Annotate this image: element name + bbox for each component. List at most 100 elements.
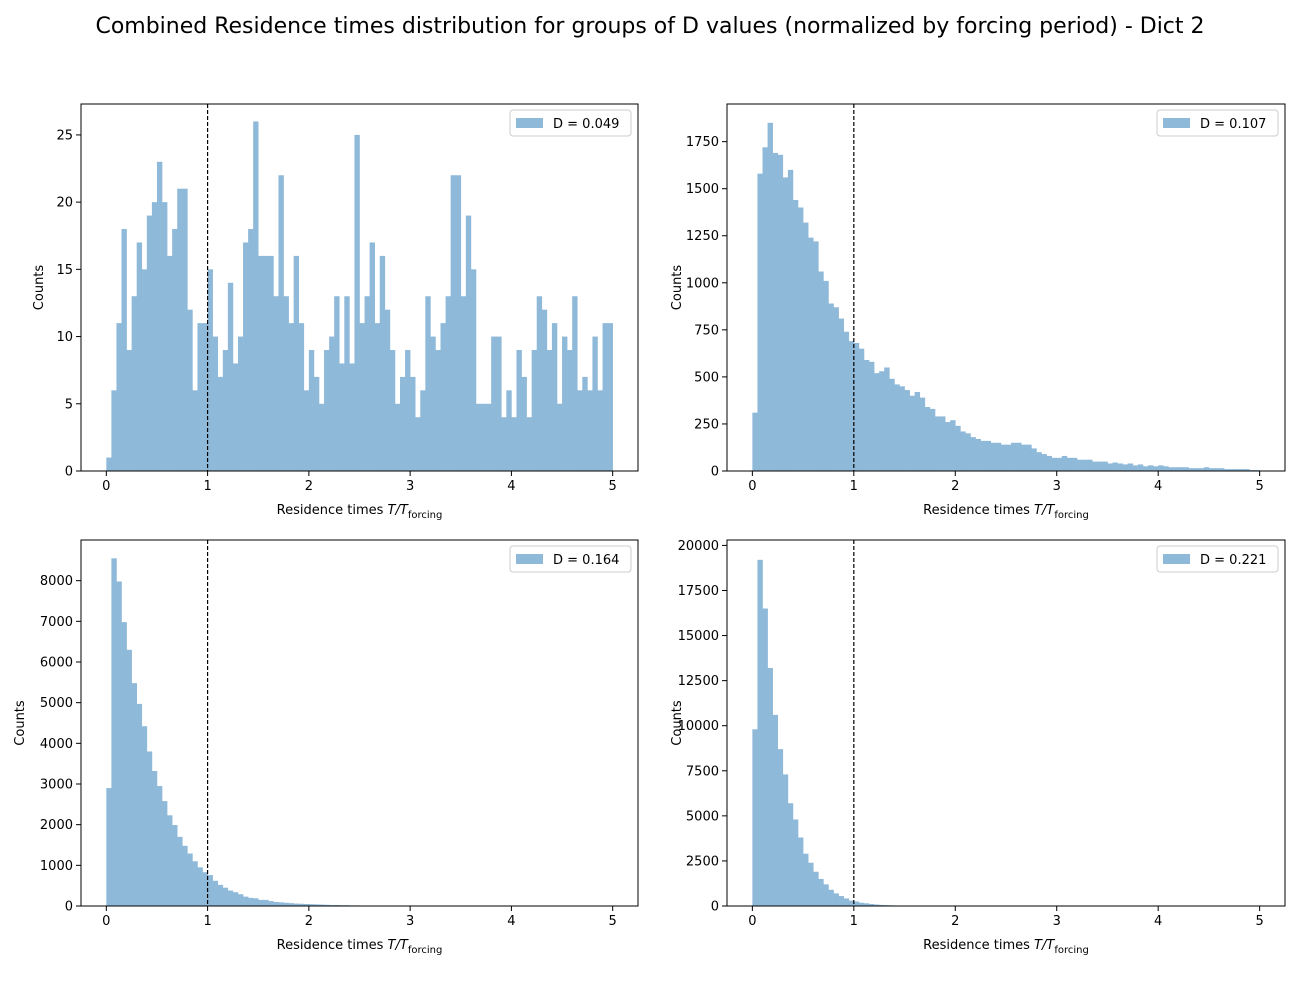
histogram-bar xyxy=(389,350,396,471)
legend-swatch xyxy=(516,554,543,564)
histogram-bar xyxy=(863,359,870,471)
histogram-panel-top-right: 0 1 2 3 4 5 0 250 500 750 1000 1250 1500 1750 Residenc… xyxy=(670,103,1286,521)
histogram-bar xyxy=(324,350,330,471)
histogram-bar xyxy=(869,361,875,471)
histogram-bar xyxy=(516,350,522,471)
y-tick-label: 15 xyxy=(56,263,73,278)
histogram-bar xyxy=(425,296,431,471)
histogram-bar xyxy=(187,309,193,471)
histogram-bar xyxy=(1107,463,1113,471)
x-tick-label: 4 xyxy=(507,914,515,929)
histogram-bar xyxy=(379,255,386,471)
y-tick-label: 250 xyxy=(694,417,719,432)
y-tick-label: 10 xyxy=(56,330,73,345)
histogram-bar xyxy=(879,904,885,906)
y-tick-label: 0 xyxy=(711,465,719,480)
histogram-bar xyxy=(394,403,401,471)
figure-title: Combined Residence times distribution fo… xyxy=(95,14,1205,39)
histogram-bar xyxy=(1137,464,1144,471)
histogram-bar xyxy=(1122,464,1129,471)
legend: D = 0.221 xyxy=(1156,545,1279,573)
histogram-bar xyxy=(283,296,289,471)
x-tick-label: 1 xyxy=(203,479,211,494)
y-tick-label: 1500 xyxy=(686,182,719,197)
histogram-bar xyxy=(980,440,987,471)
histogram-bar xyxy=(334,904,340,906)
histogram-bar xyxy=(567,350,573,471)
histogram-bar xyxy=(217,884,224,906)
histogram-bar xyxy=(1163,466,1169,471)
histogram-bar xyxy=(268,901,274,906)
y-tick-label: 0 xyxy=(65,900,73,915)
histogram-bar xyxy=(813,241,819,471)
histogram-bar xyxy=(268,255,274,471)
legend: D = 0.049 xyxy=(509,109,632,137)
histogram-bar xyxy=(1168,467,1174,471)
histogram-bar xyxy=(308,350,315,471)
y-tick-label: 1750 xyxy=(686,135,719,150)
histogram-bar xyxy=(823,280,829,471)
legend: D = 0.164 xyxy=(509,545,632,573)
y-tick-label: 500 xyxy=(694,370,719,385)
histogram-bar xyxy=(782,177,789,471)
histogram-bar xyxy=(222,887,229,906)
x-axis-label: Residence times T/Tforcing xyxy=(923,938,1089,956)
x-tick-label: 3 xyxy=(1053,479,1061,494)
histogram-bar xyxy=(526,417,532,471)
x-tick-label: 2 xyxy=(951,479,959,494)
histogram-bar xyxy=(782,774,789,906)
axes-frame xyxy=(726,539,1286,907)
axes-frame xyxy=(80,103,639,472)
histogram-bar xyxy=(777,749,784,906)
histogram-bar xyxy=(232,892,239,906)
histogram-bar xyxy=(1153,466,1159,471)
histogram-bar xyxy=(207,875,213,906)
histogram-bar xyxy=(1127,463,1134,471)
histogram-bar xyxy=(1239,469,1245,471)
histogram-bar xyxy=(874,904,880,906)
histogram-bar xyxy=(329,336,335,471)
histogram-bar xyxy=(995,442,1002,471)
histogram-bar xyxy=(1021,444,1027,471)
histogram-bar xyxy=(232,363,239,471)
y-axis-label: Counts xyxy=(32,265,47,311)
histogram-bar xyxy=(587,390,593,471)
histogram-bar xyxy=(121,622,127,906)
histogram-bar xyxy=(853,901,860,906)
x-tick-label: 5 xyxy=(1255,479,1263,494)
histogram-bar xyxy=(182,845,188,906)
histogram-bar xyxy=(792,819,799,906)
histogram-bar xyxy=(787,803,794,906)
histogram-bar xyxy=(828,889,834,906)
histogram-bar xyxy=(172,825,178,906)
histogram-bar xyxy=(136,703,143,906)
histogram-bar xyxy=(465,215,472,471)
histogram-bar xyxy=(470,269,477,471)
histogram-bar xyxy=(955,425,961,471)
histogram-bar xyxy=(227,890,234,906)
histogram-bar xyxy=(1097,461,1103,471)
histogram-bar xyxy=(217,376,224,471)
y-tick-label: 10000 xyxy=(678,719,719,734)
histogram-bar xyxy=(1158,465,1164,471)
y-axis-label: Counts xyxy=(13,700,28,746)
histogram-bar xyxy=(1066,457,1073,471)
histogram-bar xyxy=(491,336,497,471)
histogram-bar xyxy=(288,903,294,906)
histogram-panel-top-left: 0 1 2 3 4 5 0 5 10 15 20 25 Residence times T/Tforci… xyxy=(32,103,639,521)
histogram-bar xyxy=(858,902,865,906)
histogram-bar xyxy=(975,439,981,471)
histogram-bar xyxy=(111,390,117,471)
histogram-bar xyxy=(349,363,355,471)
y-tick-label: 5000 xyxy=(40,696,73,711)
legend-box xyxy=(509,545,632,573)
histogram-bar xyxy=(1000,444,1007,471)
legend-label: D = 0.049 xyxy=(553,117,619,132)
histogram-bar xyxy=(762,608,768,906)
histogram-bar xyxy=(111,558,117,906)
histogram-bar xyxy=(460,296,467,471)
histogram-bar xyxy=(354,134,360,471)
histogram-bar xyxy=(293,255,300,471)
histogram-bar xyxy=(440,323,446,471)
histogram-bar xyxy=(602,323,608,471)
